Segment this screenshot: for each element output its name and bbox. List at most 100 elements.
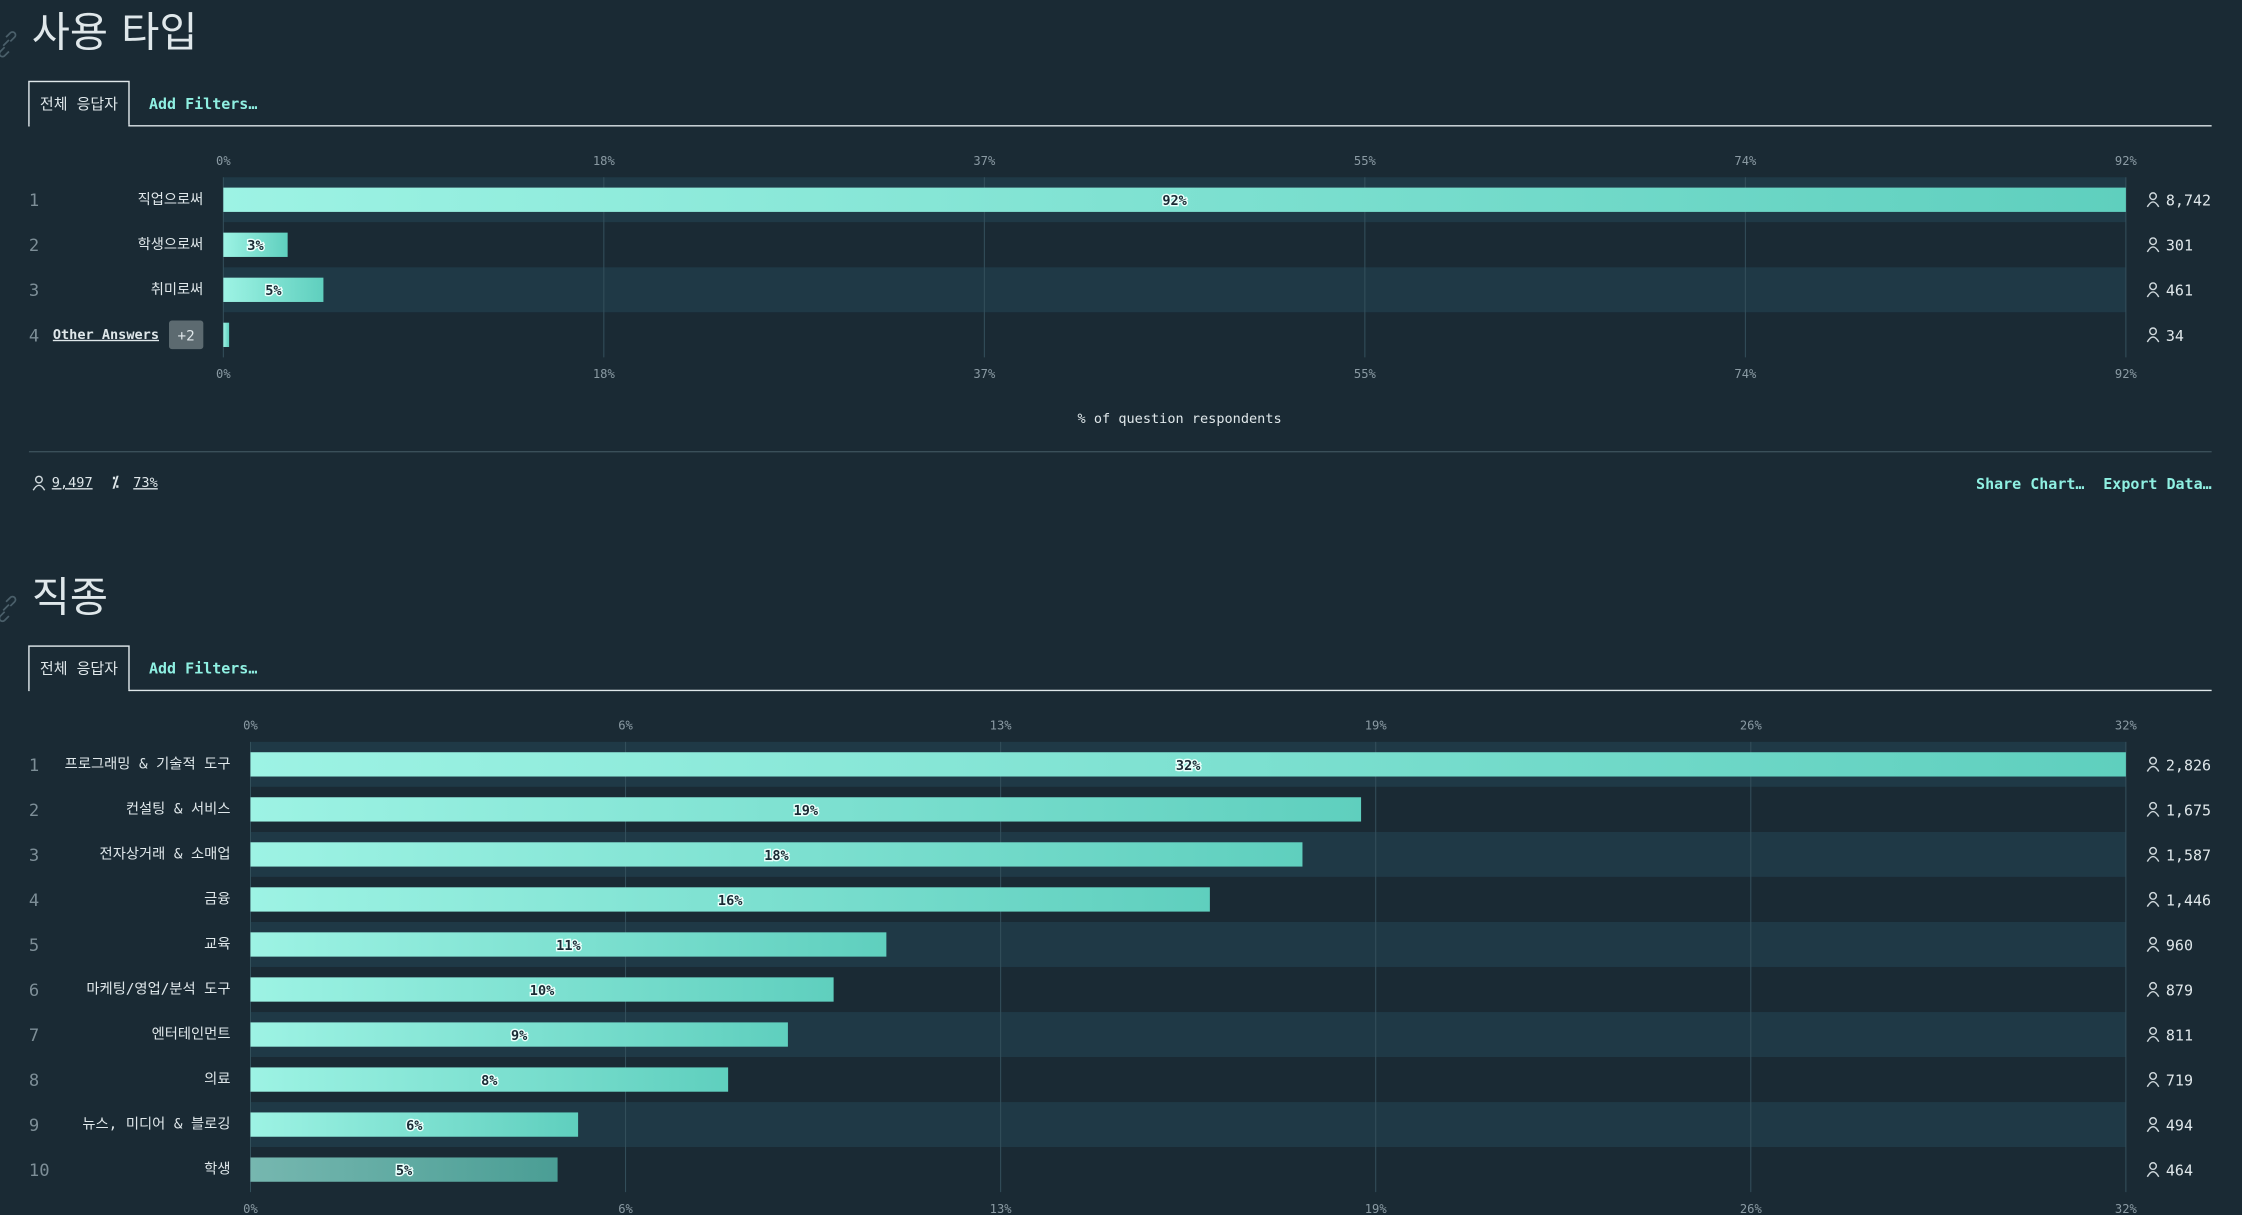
icon-head <box>34 475 43 484</box>
person-icon <box>2146 936 2160 953</box>
category-label: 마케팅/영업/분석 도구 <box>86 981 230 998</box>
x-tick-label: 0% <box>216 367 231 381</box>
icon-body <box>2146 291 2160 298</box>
bar <box>250 887 1210 912</box>
bar <box>250 1112 579 1137</box>
category-label: 뉴스, 미디어 & 블로깅 <box>82 1116 230 1133</box>
x-tick-label: 13% <box>990 1202 1013 1215</box>
add-filters[interactable]: Add Filters… <box>149 95 257 113</box>
x-tick-label: 26% <box>1740 1202 1763 1215</box>
icon-head <box>2149 801 2158 810</box>
rank: 2 <box>29 236 39 256</box>
person-icon <box>2146 1026 2160 1043</box>
x-tick-label: 0% <box>216 154 231 168</box>
x-tick-label: 18% <box>593 154 616 168</box>
category-label: 컨설팅 & 서비스 <box>126 800 231 817</box>
person-icon <box>2146 846 2160 862</box>
rank: 10 <box>29 1161 50 1181</box>
bar <box>250 1022 788 1047</box>
person-icon <box>2146 801 2160 817</box>
tab-label[interactable]: 전체 응답자 <box>40 659 118 677</box>
x-tick-label: 37% <box>973 367 996 381</box>
category-label: 취미로써 <box>151 281 204 298</box>
rank: 1 <box>29 191 39 211</box>
share-chart[interactable]: Share Chart… <box>1976 475 2084 493</box>
category-label: 의료 <box>204 1071 230 1088</box>
icon-head <box>2149 1026 2158 1035</box>
tab-mask <box>29 688 129 692</box>
person-icon <box>2146 327 2160 343</box>
other-answers[interactable]: Other Answers <box>53 327 159 343</box>
category-label: 직업으로써 <box>138 191 204 208</box>
icon-head <box>2149 1162 2158 1171</box>
count: 461 <box>2166 282 2193 300</box>
person-icon <box>2146 237 2160 253</box>
count: 494 <box>2166 1117 2193 1135</box>
value-label: 10% <box>530 983 555 999</box>
value-label: 18% <box>764 848 789 864</box>
rank: 4 <box>29 326 39 346</box>
icon-body <box>2146 1171 2160 1178</box>
icon-body <box>2146 1035 2160 1043</box>
rank: 1 <box>29 756 39 776</box>
add-filters[interactable]: Add Filters… <box>149 659 257 677</box>
icon-head <box>2149 282 2158 291</box>
respondent-total: 9,497 <box>52 475 93 491</box>
badge <box>169 320 204 350</box>
icon-body <box>2146 765 2160 772</box>
count: 1,675 <box>2166 801 2211 819</box>
export-data[interactable]: Export Data… <box>2103 475 2211 493</box>
count: 1,446 <box>2166 891 2211 909</box>
x-tick-label: 55% <box>1354 154 1377 168</box>
x-tick-label: 18% <box>593 367 616 381</box>
rank: 8 <box>29 1071 39 1091</box>
x-tick-label: 74% <box>1734 154 1757 168</box>
x-tick-label: 0% <box>243 1202 258 1215</box>
icon-body <box>2146 336 2160 343</box>
bar <box>223 277 324 302</box>
icon-head <box>2149 237 2158 246</box>
value-label: 5% <box>396 1163 413 1179</box>
row-band <box>223 312 2126 358</box>
count: 879 <box>2166 981 2193 999</box>
person-icon <box>2146 1117 2160 1133</box>
x-tick-label: 32% <box>2115 1202 2138 1215</box>
x-axis-label: % of question respondents <box>1078 411 1282 427</box>
count: 301 <box>2166 237 2193 255</box>
value-label: 3% <box>247 238 264 254</box>
icon-body <box>2146 246 2160 253</box>
icon-head <box>2149 981 2158 990</box>
row-band <box>250 1147 2126 1193</box>
value-label: 92% <box>1162 193 1187 209</box>
icon-head <box>2149 936 2158 945</box>
link-icon <box>0 595 17 623</box>
bar <box>250 932 887 957</box>
completion-rate: 73% <box>133 475 158 491</box>
x-tick-label: 74% <box>1734 367 1757 381</box>
icon-body <box>2146 1126 2160 1133</box>
x-tick-label: 92% <box>2115 367 2138 381</box>
row-band <box>223 267 2126 313</box>
tab-label[interactable]: 전체 응답자 <box>40 95 118 113</box>
count: 960 <box>2166 936 2193 954</box>
rank: 7 <box>29 1026 39 1046</box>
count: 34 <box>2166 327 2184 345</box>
category-label: 전자상거래 & 소매업 <box>100 845 231 862</box>
rank: 3 <box>29 846 39 866</box>
rank: 2 <box>29 801 39 821</box>
person-icon <box>32 475 46 491</box>
category-label: 학생 <box>204 1161 230 1178</box>
category-label: 금융 <box>204 891 230 907</box>
rank: 3 <box>29 281 39 301</box>
bar <box>250 752 2126 777</box>
count: 464 <box>2166 1162 2193 1180</box>
tab-mask <box>29 124 129 128</box>
count: 811 <box>2166 1026 2193 1044</box>
value-label: 9% <box>511 1028 528 1044</box>
icon-body <box>2146 945 2160 953</box>
percent-icon: ⁒ <box>112 473 119 492</box>
icon-head <box>2149 1117 2158 1126</box>
person-icon <box>2146 192 2160 208</box>
icon-head <box>2149 1071 2158 1080</box>
